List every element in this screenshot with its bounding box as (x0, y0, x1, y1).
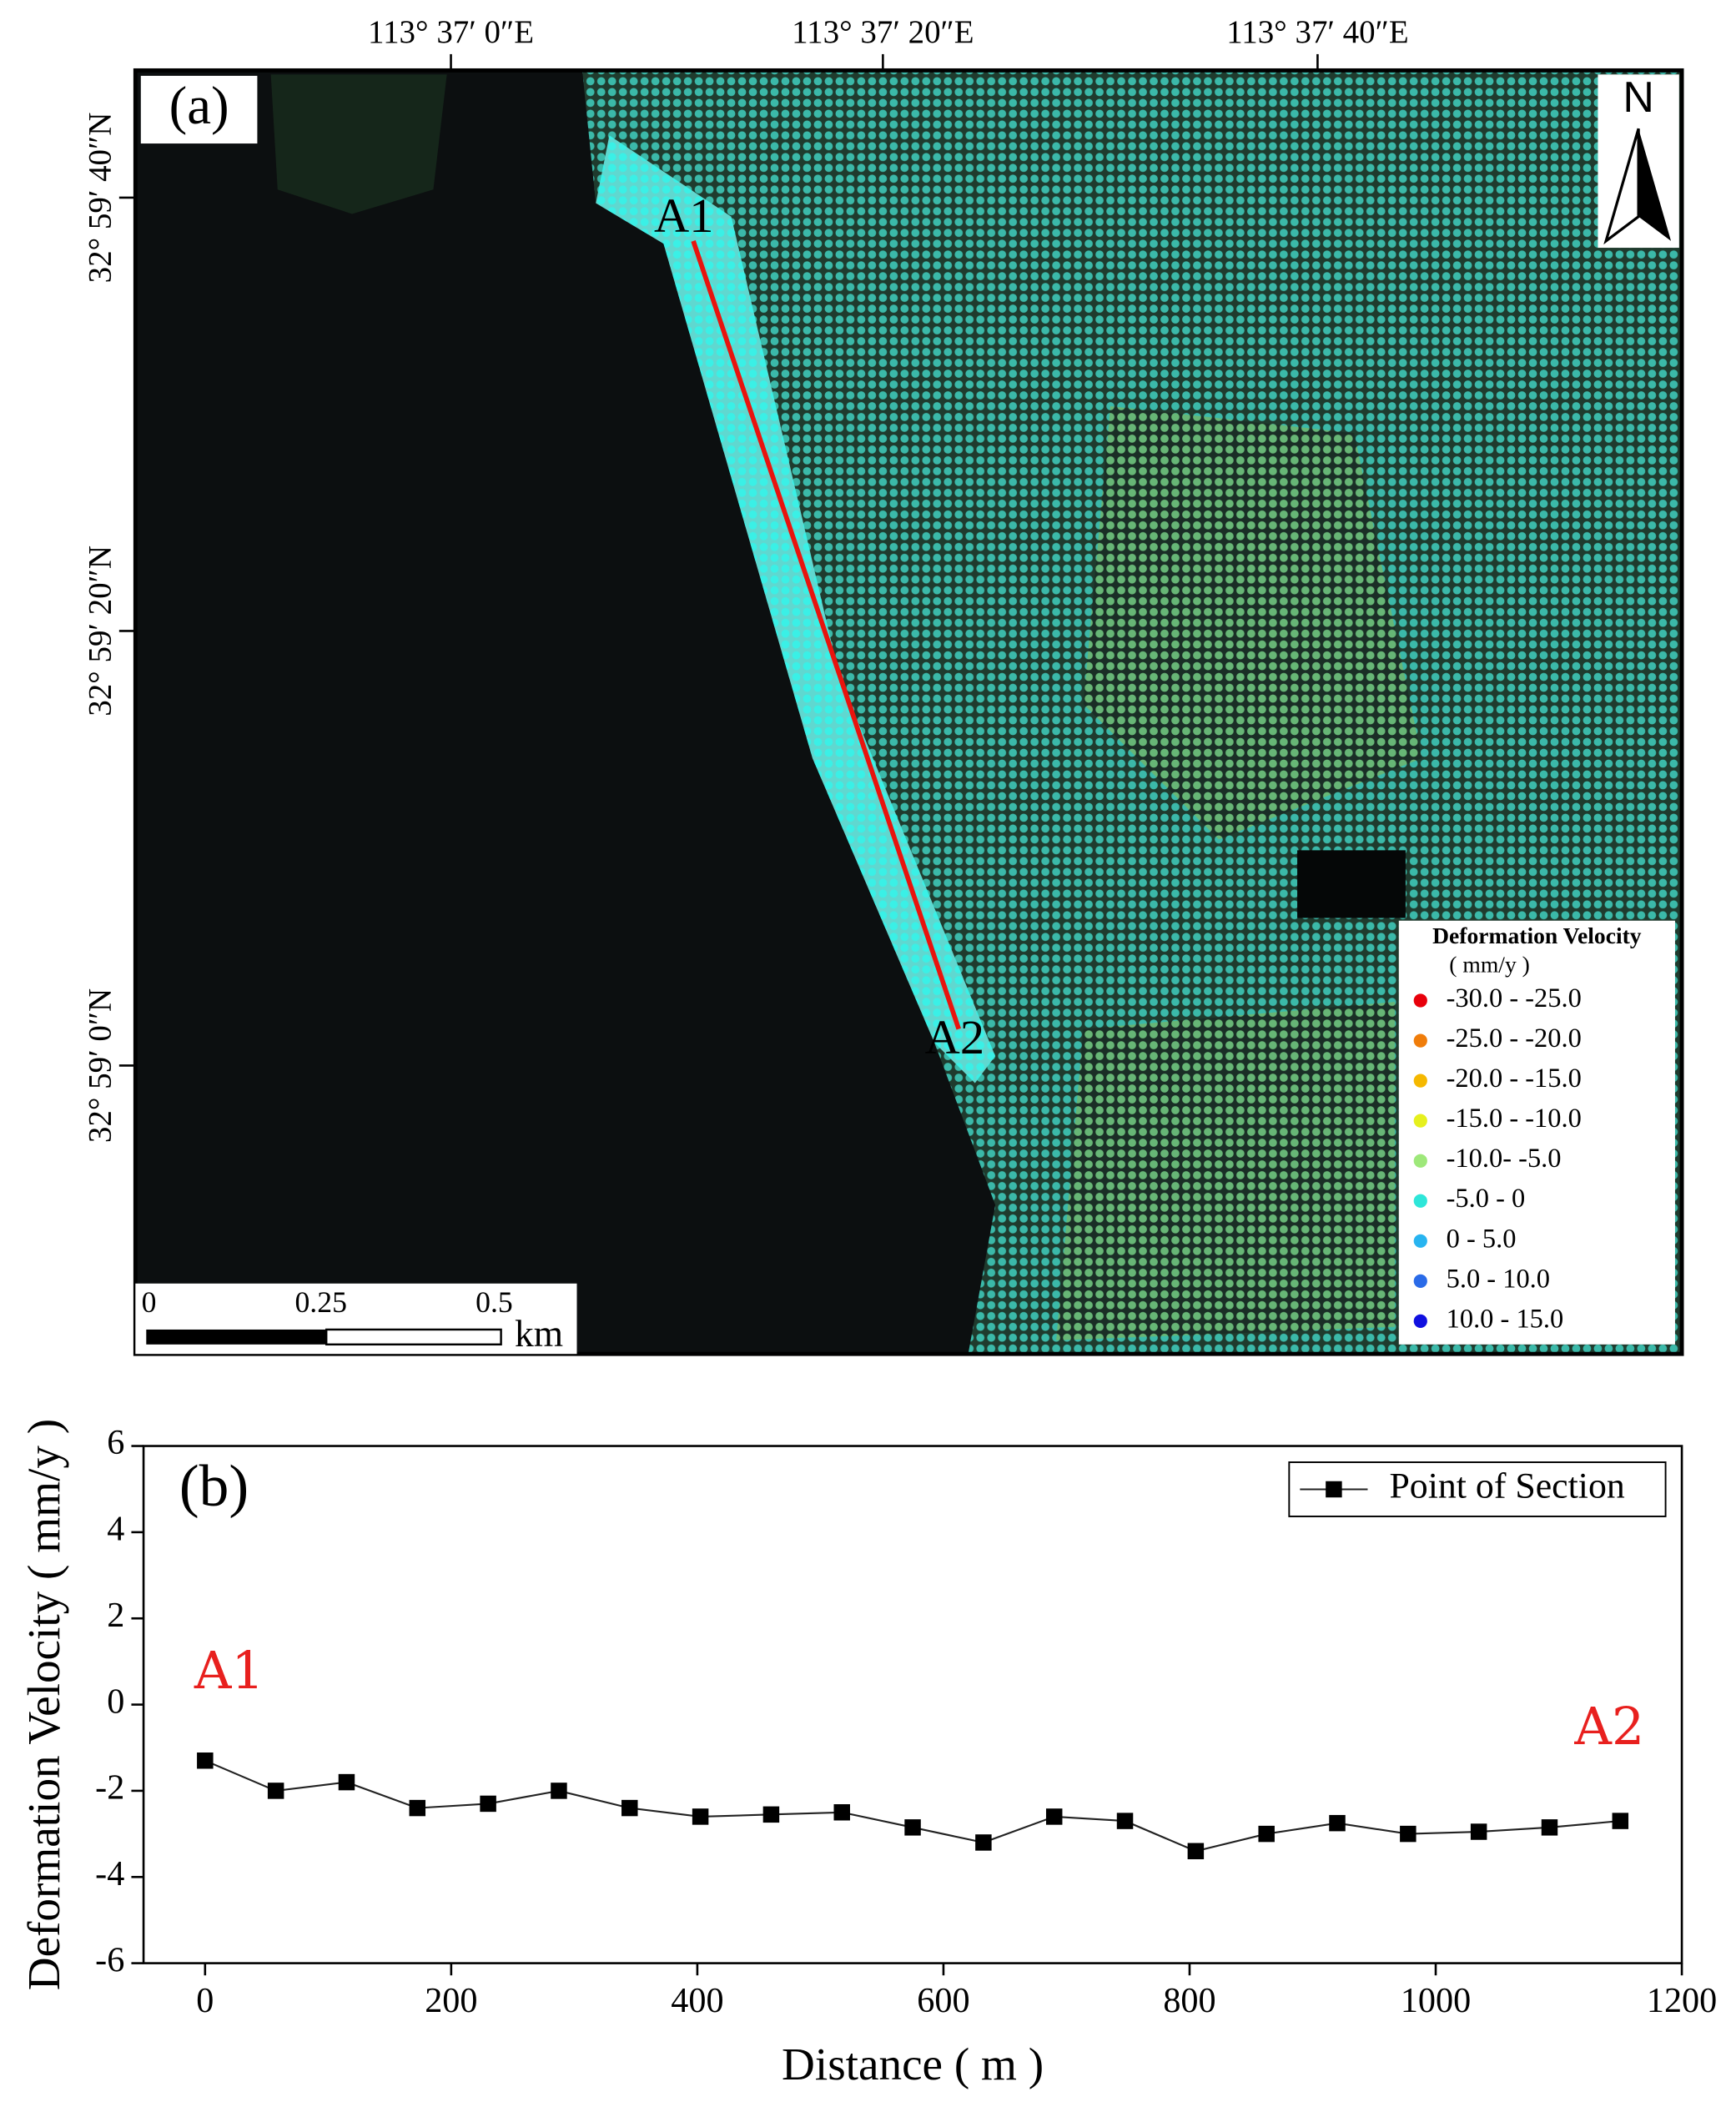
data-point (692, 1808, 709, 1825)
data-point (1329, 1814, 1346, 1832)
scale-label: 0.5 (476, 1285, 513, 1319)
data-point (1045, 1808, 1063, 1825)
x-tick-label: 1000 (1401, 1981, 1471, 2020)
y-tick-label: -2 (95, 1768, 124, 1808)
legend: -30.0 - -25.0 -25.0 - -20.0 -20.0 - -15.0 -… (1413, 983, 1582, 1334)
data-point (1187, 1843, 1205, 1860)
data-point (480, 1795, 496, 1813)
profile-line (691, 240, 961, 1030)
map-frame (133, 68, 1684, 1356)
legend-label: 0 - 5.0 (1447, 1224, 1517, 1254)
map: (a) A1 A2 113° 37′ 0″E 113° 37′ 20″E 113… (82, 14, 1684, 1356)
pond (1297, 850, 1406, 918)
data-point (197, 1752, 214, 1769)
annotation: A1 (194, 1641, 264, 1701)
legend-label: -30.0 - -25.0 (1447, 983, 1582, 1013)
data-point (833, 1804, 850, 1821)
y-tick-label: 6 (107, 1423, 124, 1462)
data-point (1400, 1825, 1416, 1843)
data-point (1470, 1823, 1487, 1840)
legend-swatch (1413, 1194, 1427, 1208)
legend-unit: ( mm/y ) (1449, 951, 1530, 977)
x-axis-title: Distance ( m ) (782, 2039, 1044, 2089)
panel-label: (b) (179, 1453, 249, 1519)
panel-label-box (140, 75, 258, 144)
y-tick-label: 0 (107, 1682, 124, 1721)
scale-label: 0 (142, 1285, 157, 1319)
panel-label: (a) (169, 76, 229, 136)
legend-label: -20.0 - -15.0 (1447, 1064, 1582, 1094)
scale-unit: km (515, 1313, 563, 1355)
data-point (551, 1783, 567, 1799)
legend-label: -5.0 - 0 (1447, 1184, 1526, 1214)
legend-label: -25.0 - -20.0 (1447, 1023, 1582, 1053)
x-tick-label: 600 (917, 1981, 969, 2020)
legend-swatch (1413, 1314, 1427, 1329)
x-tick-label: 1200 (1647, 1981, 1717, 2020)
legend-swatch (1413, 1074, 1427, 1088)
land-zone (1056, 405, 1422, 1340)
x-tick-label: 200 (425, 1981, 477, 2020)
x-tick-label: 0 (196, 1981, 214, 2020)
x-tick-label: 400 (671, 1981, 723, 2020)
legend-box (1398, 920, 1675, 1345)
y-tick-label: -4 (95, 1854, 124, 1893)
lat-label: 32° 59′ 40″N (82, 113, 118, 284)
data-point (1116, 1813, 1134, 1829)
data-point (1258, 1825, 1275, 1843)
legend-swatch (1413, 1033, 1427, 1048)
legend-swatch (1413, 1154, 1427, 1168)
lon-label: 113° 37′ 20″E (792, 14, 974, 50)
legend-label: -10.0- -5.0 (1447, 1144, 1562, 1174)
data-point (267, 1783, 284, 1799)
legend-swatch (1413, 1114, 1427, 1128)
legend-swatch (1413, 1234, 1427, 1248)
scale-bar (146, 1329, 327, 1345)
lat-label: 32° 59′ 0″N (82, 988, 118, 1143)
legend-title: Deformation Velocity (1432, 923, 1642, 948)
north-arrow (1638, 128, 1672, 241)
scale-label: 0.25 (294, 1285, 346, 1319)
legend-swatch (1413, 1274, 1427, 1288)
data-point (904, 1819, 921, 1836)
data-point (621, 1799, 638, 1817)
legend-label: -15.0 - -10.0 (1447, 1104, 1582, 1134)
data-point (409, 1799, 426, 1817)
data-point (762, 1806, 780, 1823)
forest (270, 74, 447, 214)
legend-label: 5.0 - 10.0 (1447, 1264, 1550, 1294)
chart: (b) Distance ( m ) Deformation Velocity … (18, 1419, 1717, 2089)
legend-label: Point of Section (1389, 1466, 1624, 1506)
profile-end: A2 (925, 1010, 984, 1064)
x-tick-label: 800 (1163, 1981, 1215, 2020)
data-point (1541, 1819, 1558, 1836)
plot-frame (142, 1445, 1683, 1964)
north-label: N (1623, 73, 1654, 122)
legend-swatch (1413, 993, 1427, 1008)
legend-marker (1326, 1481, 1342, 1498)
data-point (1612, 1813, 1629, 1829)
lat-label: 32° 59′ 20″N (82, 546, 118, 717)
lon-label: 113° 37′ 40″E (1226, 14, 1408, 50)
y-axis-title: Deformation Velocity ( mm/y ) (18, 1419, 69, 1990)
profile-start: A1 (654, 189, 713, 243)
annotation: A2 (1573, 1697, 1644, 1757)
lon-label: 113° 37′ 0″E (368, 14, 534, 50)
data-point (338, 1773, 355, 1791)
y-tick-label: 4 (107, 1510, 124, 1549)
data-point (975, 1834, 992, 1851)
legend-label: 10.0 - 15.0 (1447, 1304, 1564, 1334)
scale-bar (325, 1328, 502, 1346)
y-tick-label: 2 (107, 1596, 124, 1635)
y-tick-label: -6 (95, 1940, 124, 1979)
